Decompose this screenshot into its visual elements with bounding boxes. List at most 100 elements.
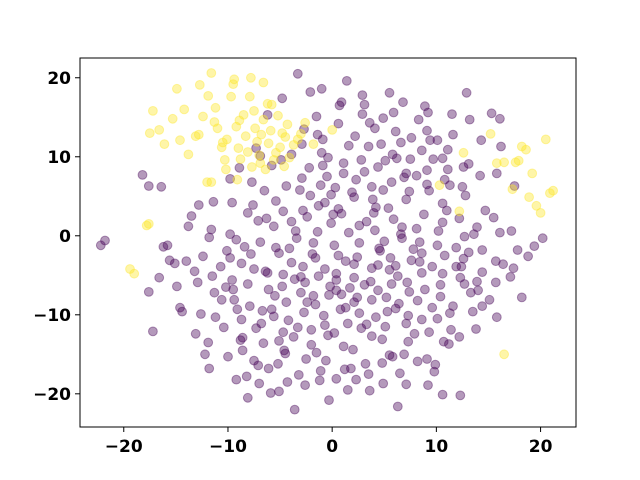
data-point-series-0 — [343, 140, 354, 151]
data-point-series-0 — [261, 213, 272, 224]
data-point-series-0 — [352, 292, 363, 303]
x-tick-label: 10 — [425, 437, 449, 457]
data-point-series-1 — [282, 119, 293, 130]
data-point-series-0 — [370, 123, 380, 134]
x-tick-label: −20 — [105, 437, 143, 457]
data-point-series-0 — [414, 257, 425, 267]
data-point-series-0 — [416, 314, 427, 325]
data-point-series-0 — [386, 279, 397, 289]
data-point-series-0 — [280, 348, 291, 359]
data-point-series-0 — [340, 256, 351, 267]
data-point-series-0 — [249, 264, 259, 274]
data-point-series-0 — [384, 87, 395, 98]
data-point-series-1 — [485, 129, 496, 139]
data-point-series-0 — [276, 155, 287, 165]
data-point-series-1 — [499, 157, 510, 168]
data-point-series-0 — [359, 279, 370, 290]
data-point-series-1 — [288, 140, 299, 150]
data-point-series-0 — [371, 202, 381, 213]
data-point-series-0 — [490, 277, 501, 288]
data-point-series-0 — [423, 107, 433, 118]
data-point-series-1 — [229, 74, 240, 85]
data-point-series-1 — [277, 128, 288, 139]
data-point-series-1 — [206, 68, 217, 78]
data-point-series-0 — [156, 181, 167, 192]
data-point-series-0 — [357, 109, 368, 119]
data-point-series-0 — [439, 250, 450, 261]
data-point-series-1 — [252, 136, 263, 147]
data-point-series-1 — [179, 104, 190, 115]
data-point-series-0 — [370, 225, 380, 236]
data-point-series-0 — [286, 216, 297, 227]
data-point-series-0 — [398, 97, 408, 108]
data-point-series-0 — [301, 354, 312, 364]
data-point-series-0 — [278, 206, 289, 217]
data-point-series-1 — [273, 110, 283, 121]
data-point-series-1 — [265, 125, 276, 136]
data-point-series-1 — [491, 158, 502, 169]
data-point-series-0 — [430, 359, 441, 370]
data-point-series-0 — [422, 125, 432, 136]
data-point-series-0 — [460, 190, 471, 201]
data-point-series-0 — [367, 194, 378, 205]
data-point-series-0 — [320, 320, 330, 331]
x-axis: −20 −10 0 10 20 — [105, 427, 553, 457]
data-point-series-1 — [249, 106, 259, 116]
data-point-series-0 — [274, 336, 284, 346]
data-point-series-0 — [455, 390, 466, 401]
data-point-series-0 — [380, 155, 391, 166]
data-point-series-0 — [317, 134, 328, 145]
data-point-series-0 — [314, 375, 325, 386]
data-point-series-0 — [411, 223, 422, 234]
data-point-series-0 — [222, 245, 232, 256]
data-point-series-0 — [300, 277, 311, 288]
data-point-series-1 — [540, 134, 551, 145]
data-point-series-0 — [477, 267, 488, 278]
data-point-series-1 — [190, 131, 201, 142]
data-point-series-0 — [148, 326, 158, 337]
data-point-series-0 — [401, 168, 412, 179]
data-point-series-0 — [239, 241, 250, 252]
data-point-series-0 — [378, 378, 389, 389]
data-point-series-0 — [382, 306, 393, 317]
data-point-series-1 — [231, 121, 242, 132]
data-point-series-0 — [296, 272, 306, 282]
data-point-series-0 — [472, 222, 482, 233]
data-point-series-0 — [392, 271, 403, 282]
data-point-series-0 — [455, 272, 466, 283]
data-point-series-0 — [321, 355, 331, 366]
data-point-series-0 — [283, 315, 294, 326]
data-point-series-0 — [396, 137, 406, 148]
data-point-series-0 — [356, 323, 367, 334]
data-point-series-0 — [281, 297, 292, 308]
data-point-series-0 — [334, 100, 345, 111]
points-layer — [95, 68, 558, 415]
data-point-series-0 — [381, 292, 392, 303]
data-point-series-0 — [263, 284, 274, 295]
data-point-series-1 — [521, 144, 531, 155]
data-point-series-0 — [255, 151, 266, 161]
data-point-series-0 — [177, 306, 188, 317]
data-point-series-0 — [248, 200, 258, 210]
data-point-series-0 — [320, 197, 330, 208]
data-point-series-1 — [242, 147, 253, 157]
data-point-series-0 — [392, 401, 403, 412]
data-point-series-0 — [390, 260, 401, 271]
data-point-series-0 — [278, 269, 289, 280]
data-point-series-0 — [225, 229, 236, 240]
data-point-series-0 — [304, 162, 315, 173]
y-tick-label: 20 — [47, 69, 71, 89]
data-point-series-0 — [305, 190, 316, 201]
data-point-series-1 — [232, 174, 243, 185]
data-point-series-0 — [298, 205, 308, 216]
data-point-series-0 — [207, 271, 218, 282]
data-point-series-0 — [198, 251, 208, 262]
data-point-series-0 — [405, 154, 416, 165]
data-point-series-0 — [310, 299, 321, 310]
data-point-series-0 — [274, 248, 284, 259]
data-point-series-1 — [499, 349, 510, 360]
data-point-series-0 — [416, 268, 427, 278]
data-point-series-0 — [255, 237, 266, 248]
